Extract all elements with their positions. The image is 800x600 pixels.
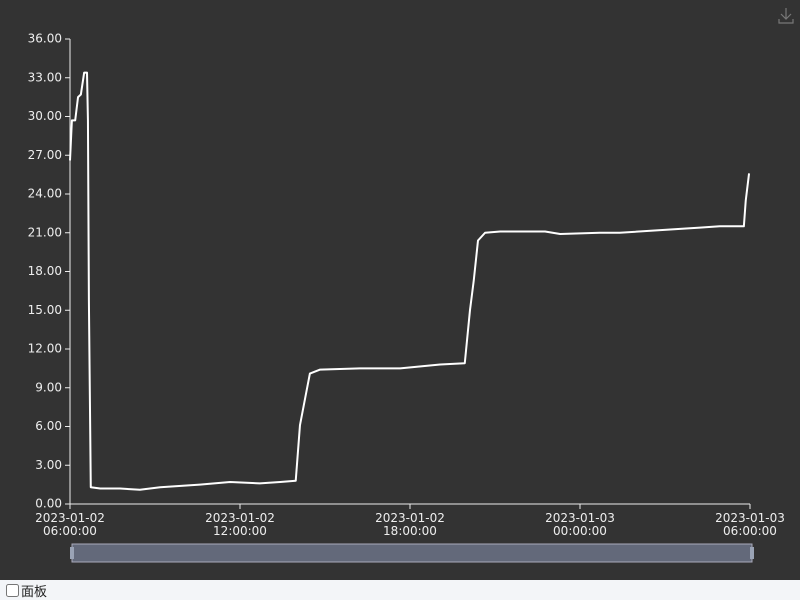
download-icon[interactable] (778, 8, 794, 24)
y-tick-label: 9.00 (35, 380, 62, 394)
x-tick-label: 2023-01-02 06:00:00 (35, 511, 105, 538)
zoom-slider[interactable] (71, 543, 753, 563)
x-tick-label: 2023-01-02 12:00:00 (205, 511, 275, 538)
panel-label[interactable]: 面板 (21, 584, 48, 600)
y-tick-label: 6.00 (35, 419, 62, 433)
y-tick-label: 24.00 (28, 187, 62, 201)
panel-checkbox[interactable] (6, 583, 19, 597)
y-tick-label: 15.00 (28, 303, 62, 317)
y-tick-label: 3.00 (35, 458, 62, 472)
panel-bar: 面板 (0, 580, 800, 600)
data-line (69, 71, 751, 491)
y-tick-label: 33.00 (28, 70, 62, 84)
y-tick-label: 36.00 (28, 32, 62, 46)
x-tick-label: 2023-01-03 06:00:00 (715, 511, 785, 538)
y-tick-label: 21.00 (28, 225, 62, 239)
y-tick-label: 12.00 (28, 342, 62, 356)
chart: 0.00 3.00 6.00 9.00 12.00 15.00 18.00 21.00 24.0… (0, 0, 800, 580)
y-tick-label: 27.00 (28, 148, 62, 162)
zoom-handle[interactable] (750, 547, 754, 559)
x-tick-label: 2023-01-02 18:00:00 (375, 511, 445, 538)
y-tick-label: 18.00 (28, 264, 62, 278)
y-tick-label: 30.00 (28, 109, 62, 123)
x-tick-label: 2023-01-03 00:00:00 (545, 511, 615, 538)
zoom-handle[interactable] (70, 547, 74, 559)
download-glyph[interactable] (778, 8, 794, 24)
y-tick-label: 0.00 (35, 497, 62, 511)
chart-background (0, 0, 800, 580)
